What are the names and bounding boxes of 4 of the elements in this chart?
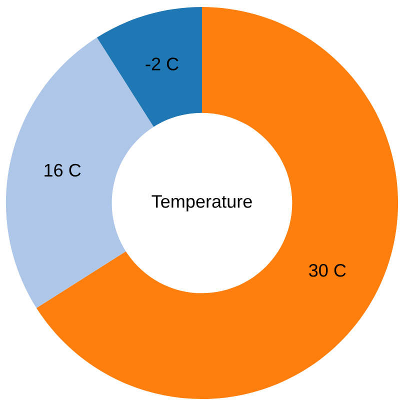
slice-label: 30 C xyxy=(309,264,346,277)
slice-label: -2 C xyxy=(146,58,178,70)
slice-label: 16 C xyxy=(44,164,81,177)
text: Temperature xyxy=(152,195,252,212)
